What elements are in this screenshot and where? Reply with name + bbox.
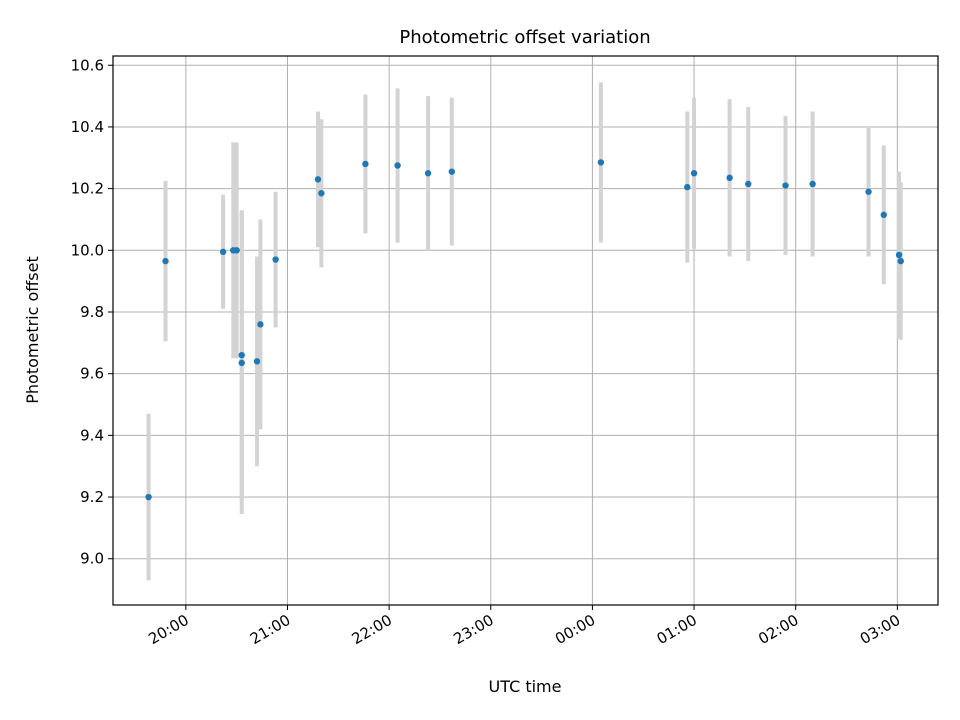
x-axis-ticks: 20:00 21:00 22:00 23:00 00:00 01:00 02:00 03:00 [145, 605, 903, 648]
data-point [272, 256, 279, 263]
y-tick-label: 9.0 [80, 550, 104, 568]
data-point [314, 176, 322, 183]
data-point [394, 162, 401, 169]
data-point [318, 190, 325, 197]
y-tick-label: 10.2 [71, 180, 104, 198]
data-point [726, 174, 733, 182]
y-tick-label: 9.8 [80, 303, 104, 321]
data-point [257, 321, 264, 328]
x-tick-label: 03:00 [857, 611, 903, 648]
data-points [145, 159, 904, 501]
data-point [238, 351, 245, 359]
x-tick-label: 01:00 [654, 611, 700, 648]
y-tick-label: 10.6 [71, 56, 104, 74]
data-point [219, 248, 227, 256]
x-tick-label: 20:00 [145, 611, 191, 648]
x-tick-label: 23:00 [450, 611, 496, 648]
data-point [233, 247, 240, 254]
data-point [162, 257, 169, 265]
x-axis-label: UTC time [489, 677, 562, 696]
y-axis-label: Photometric offset [23, 256, 42, 404]
data-point [865, 188, 872, 195]
x-tick-label: 00:00 [552, 611, 598, 648]
y-tick-label: 10.0 [71, 241, 104, 259]
y-tick-label: 9.6 [80, 365, 104, 383]
data-point [895, 251, 903, 259]
data-point [362, 160, 369, 168]
data-point [809, 180, 816, 188]
data-point [880, 211, 887, 219]
data-point [238, 359, 245, 367]
data-point [597, 159, 605, 166]
data-point [145, 493, 152, 501]
data-point [897, 257, 904, 265]
y-tick-label: 9.4 [80, 426, 104, 444]
y-axis-ticks: 9.0 9.2 9.4 9.6 9.8 10.0 10.2 10.4 10.6 [71, 56, 113, 568]
y-tick-label: 10.4 [71, 118, 104, 136]
chart-title: Photometric offset variation [399, 27, 650, 48]
x-tick-label: 21:00 [247, 611, 293, 648]
x-tick-label: 22:00 [349, 611, 395, 648]
data-point [424, 170, 432, 177]
plot-frame [112, 55, 939, 606]
data-point [684, 183, 691, 191]
data-point [745, 180, 752, 188]
y-tick-label: 9.2 [80, 488, 104, 506]
error-bars [146, 82, 903, 581]
x-tick-label: 02:00 [755, 611, 801, 648]
data-point [448, 168, 456, 175]
data-point [253, 358, 261, 365]
data-point [690, 170, 698, 177]
data-point [782, 182, 789, 189]
